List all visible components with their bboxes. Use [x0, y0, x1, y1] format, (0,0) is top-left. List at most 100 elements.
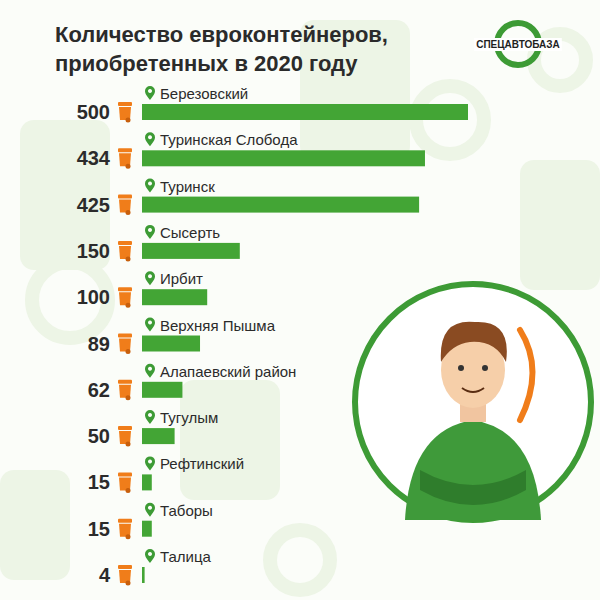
pin-icon	[145, 271, 155, 285]
bin-lid	[118, 380, 132, 384]
mascot-mouth	[462, 388, 484, 392]
data-label: 15	[88, 471, 110, 493]
bin-wheel	[126, 581, 131, 586]
bin-icon	[118, 287, 132, 308]
logo-text: СПЕЦАВТОБАЗА	[476, 39, 560, 50]
bin-wheel	[126, 442, 131, 447]
pin-icon	[145, 549, 155, 563]
bin-wheel	[126, 210, 131, 215]
bin-wheel	[126, 488, 131, 493]
bin-icon	[118, 380, 132, 401]
chart: Количество евроконтейнеров,приобретенных…	[0, 0, 600, 600]
category-label: Ирбит	[160, 270, 203, 287]
category-label: Березовский	[160, 85, 248, 102]
mascot	[355, 284, 591, 520]
pin-icon	[145, 179, 155, 193]
mascot-body	[405, 420, 541, 520]
background-shape	[520, 160, 600, 290]
data-label: 425	[77, 194, 110, 216]
pin-icon	[145, 86, 155, 100]
bin-icon	[118, 426, 132, 447]
background-shape	[270, 530, 330, 590]
bin-wheel	[126, 256, 131, 261]
bin-icon	[118, 472, 132, 493]
bin-lid	[118, 426, 132, 430]
bar	[142, 289, 207, 305]
bin-lid	[118, 195, 132, 199]
pin-icon	[145, 225, 155, 239]
bin-icon	[118, 565, 132, 586]
bar	[142, 104, 468, 120]
mascot-hair	[441, 322, 507, 362]
bar	[142, 150, 425, 166]
logo-ground	[474, 38, 562, 51]
title: Количество евроконтейнеров,приобретенных…	[55, 22, 388, 76]
category-label: Туринск	[160, 178, 215, 195]
data-label: 150	[77, 240, 110, 262]
bin-icon	[118, 334, 132, 355]
category-label: Сысерть	[160, 224, 220, 241]
bin-lid	[118, 241, 132, 245]
mascot-tool	[520, 330, 533, 420]
bin-lid	[118, 565, 132, 569]
mascot-eye	[482, 365, 488, 371]
pin-icon	[145, 410, 155, 424]
labels: Березовский Туринская Слобода Туринск Сысер…	[77, 85, 299, 586]
mascot-ring	[355, 284, 591, 520]
pin-icon	[145, 318, 155, 332]
bin-lid	[118, 287, 132, 291]
background-shape	[20, 120, 110, 270]
category-label: Рефтинский	[160, 455, 244, 472]
bin-lid	[118, 472, 132, 476]
background-shape	[180, 380, 280, 500]
bars	[142, 104, 468, 583]
data-label: 62	[88, 379, 110, 401]
bin-wheel	[126, 534, 131, 539]
bar	[142, 382, 182, 398]
bin-lid	[118, 334, 132, 338]
category-label: Талица	[160, 548, 212, 565]
bar	[142, 567, 145, 583]
pin-icon	[145, 456, 155, 470]
data-label: 100	[77, 286, 110, 308]
mascot-eye	[458, 365, 464, 371]
category-label: Тугулым	[160, 409, 218, 426]
bar	[142, 336, 200, 352]
data-label: 50	[88, 425, 110, 447]
bin-icon	[118, 519, 132, 540]
bin-icon	[118, 102, 132, 123]
category-label: Алапаевский район	[160, 363, 296, 380]
bar	[142, 197, 419, 213]
bin-lid	[118, 148, 132, 152]
bin-wheel	[126, 164, 131, 169]
bin-lid	[118, 102, 132, 106]
data-label: 434	[77, 147, 111, 169]
background-shape	[0, 470, 70, 580]
bin-wheel	[126, 395, 131, 400]
bin-wheel	[126, 303, 131, 308]
data-label: 89	[88, 333, 110, 355]
category-label: Туринская Слобода	[160, 131, 298, 148]
category-label: Таборы	[160, 502, 213, 519]
bar	[142, 474, 152, 490]
bin-icon	[118, 148, 132, 169]
bar	[142, 428, 175, 444]
data-label: 15	[88, 518, 110, 540]
category-label: Верхняя Пышма	[160, 317, 276, 334]
bar	[142, 521, 152, 537]
bin-icon	[118, 195, 132, 216]
bar	[142, 243, 240, 259]
logo: СПЕЦАВТОБАЗА	[474, 23, 562, 65]
bin-lid	[118, 519, 132, 523]
pin-icon	[145, 503, 155, 517]
bin-wheel	[126, 349, 131, 354]
decoration	[0, 20, 600, 590]
background	[0, 0, 600, 600]
bin-icon	[118, 241, 132, 262]
data-label: 4	[99, 564, 111, 586]
mascot-arms	[420, 470, 526, 505]
bin-wheel	[126, 118, 131, 123]
pin-icon	[145, 364, 155, 378]
data-label: 500	[77, 101, 110, 123]
pin-icon	[145, 132, 155, 146]
